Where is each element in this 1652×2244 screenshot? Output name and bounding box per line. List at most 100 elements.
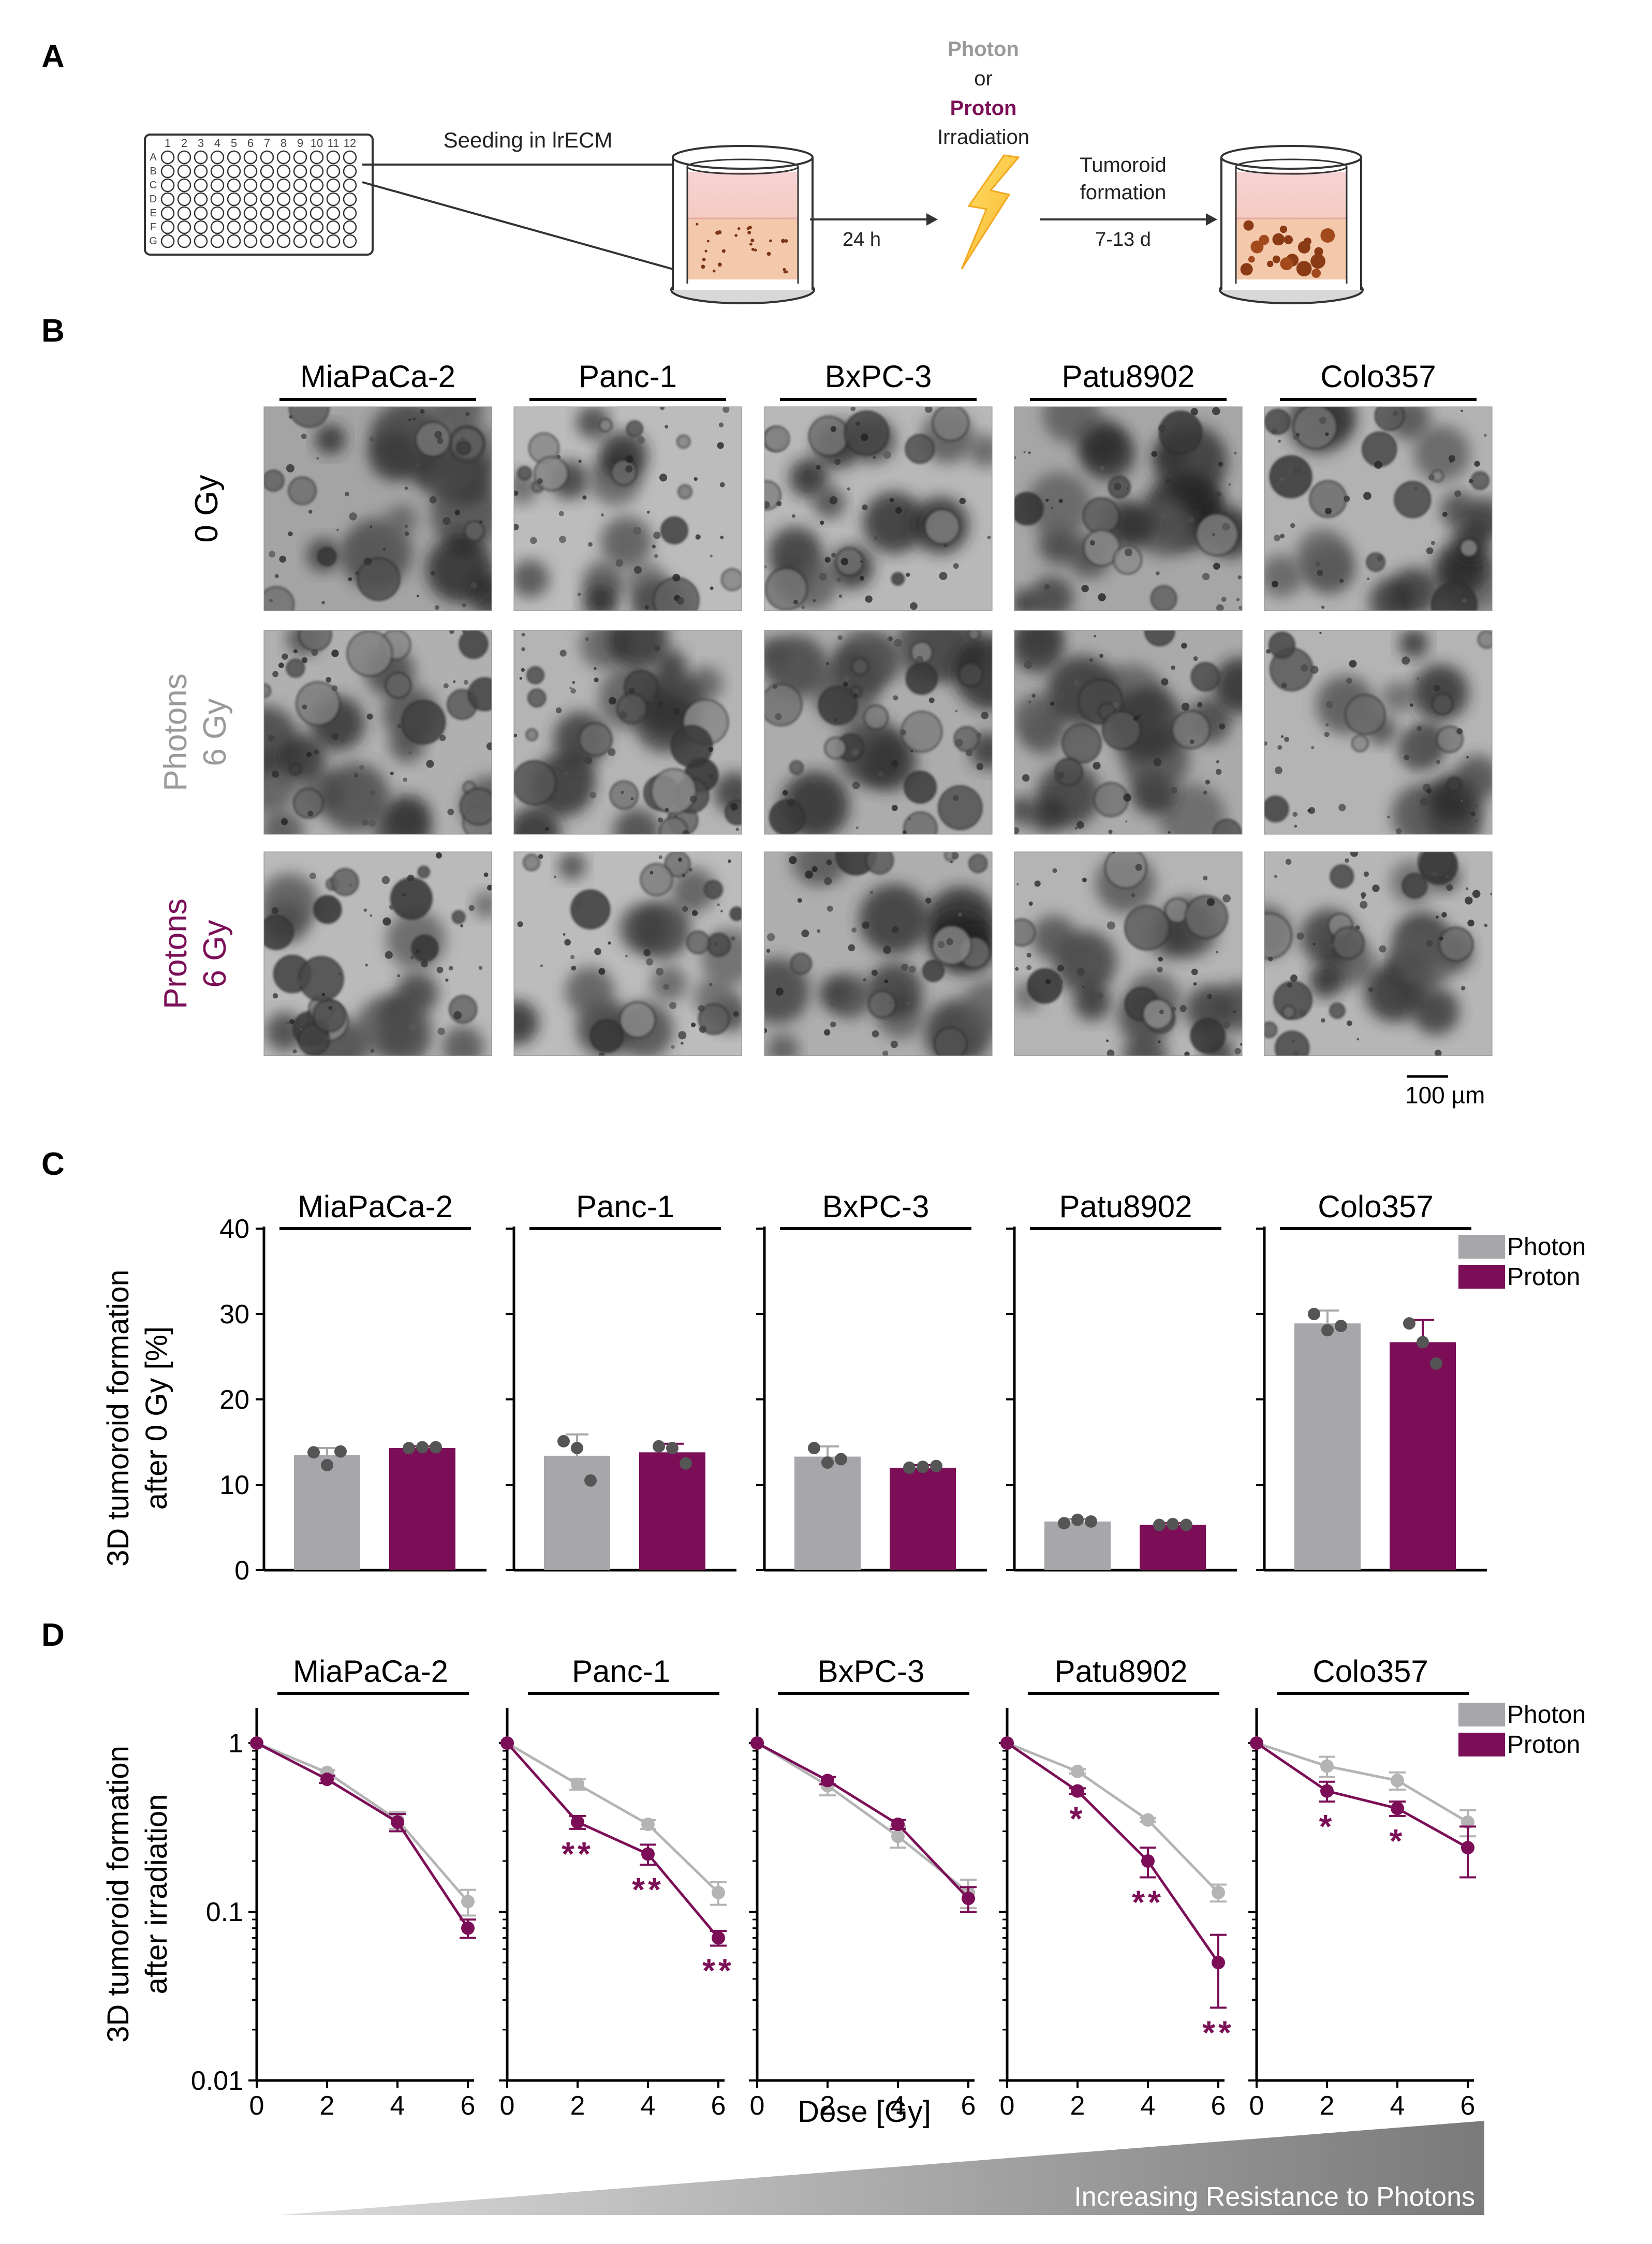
plate-well: [343, 234, 357, 248]
data-point-photon: [1320, 1759, 1334, 1773]
y-tick-label: 10: [219, 1470, 249, 1500]
cell-dot: [696, 223, 699, 226]
plate-well: [293, 206, 307, 220]
tumoroid-dot: [1284, 235, 1293, 244]
plate-well: [177, 150, 191, 165]
bar-proton: [1390, 1342, 1456, 1570]
x-tick-label: 6: [461, 2091, 476, 2121]
legend-proton-swatch: [1458, 1265, 1505, 1289]
plate-well: [243, 178, 258, 193]
cell-dot: [784, 239, 788, 243]
data-point-proton: [962, 1892, 975, 1906]
plate-well: [177, 178, 191, 193]
plate-well: [326, 234, 341, 248]
replicate-point: [917, 1460, 929, 1473]
tumoroid-dot: [1311, 269, 1321, 278]
subplot-title: MiaPaCa-2: [293, 1654, 448, 1689]
tumoroid-dot: [1272, 233, 1285, 246]
cell-dot: [751, 247, 755, 251]
time-7-13d: 7-13 d: [1095, 229, 1151, 250]
significance-marker: *: [1390, 1822, 1406, 1859]
plate-well: [160, 178, 175, 193]
lightning-bolt-icon: [961, 154, 1020, 270]
replicate-point: [307, 1446, 320, 1459]
plate-well: [227, 192, 241, 206]
plate-well: [210, 150, 225, 165]
panel-letter-d: D: [41, 1617, 65, 1653]
legend-proton-swatch: [1458, 1733, 1505, 1756]
plate-col-label: 12: [344, 137, 356, 150]
significance-marker: **: [1132, 1884, 1164, 1921]
plate-row-label: G: [149, 235, 157, 247]
plate-well: [260, 206, 274, 220]
plate-well: [293, 150, 307, 165]
data-point-proton: [712, 1931, 725, 1945]
x-tick-label: 2: [820, 2091, 835, 2121]
plate-well: [260, 178, 274, 193]
data-point-proton: [571, 1815, 584, 1829]
plate-well: [309, 234, 324, 248]
replicate-point: [653, 1440, 665, 1453]
micrograph-image: [513, 406, 742, 611]
plate-well: [260, 234, 274, 248]
cell-dot: [766, 252, 771, 256]
plate-well: [227, 164, 241, 179]
micrograph-image: [1014, 630, 1243, 835]
panel-c-bar-chart: MiaPaCa-2 0 10 20 30 40 Panc-1 BxPC-3 Patu8902 Co…: [219, 1189, 1487, 1586]
replicate-point: [416, 1441, 429, 1454]
data-point-photon: [1212, 1885, 1225, 1899]
panel-d-ylabel-line1: 3D tumoroid formation: [101, 1746, 135, 2043]
plate-well: [293, 164, 307, 179]
replicate-point: [1180, 1518, 1192, 1531]
significance-marker: **: [1202, 2014, 1234, 2051]
cell-dot: [749, 242, 753, 246]
cell-line-header: Colo357: [1320, 359, 1436, 394]
data-point-proton: [891, 1818, 905, 1832]
plate-well: [227, 206, 241, 220]
bar-photon: [1294, 1323, 1361, 1570]
tumoroid-label-1: Tumoroid: [1080, 154, 1166, 176]
panel-c-ylabel-line1: 3D tumoroid formation: [101, 1269, 135, 1567]
x-tick-label: 4: [641, 2091, 656, 2121]
cell-dot: [783, 268, 786, 271]
x-tick-label: 4: [1390, 2091, 1405, 2121]
plate-col-label: 5: [231, 137, 237, 150]
cell-dot: [734, 234, 738, 237]
time-24h: 24 h: [843, 229, 881, 250]
data-point-proton: [1391, 1802, 1404, 1815]
plate-well: [243, 234, 258, 248]
data-point-photon: [1071, 1764, 1084, 1778]
culture-dish-icon: [670, 145, 815, 304]
replicate-point: [1085, 1515, 1097, 1528]
bar-photon: [544, 1455, 610, 1570]
culture-dish-tumoroid-icon: [1219, 145, 1364, 304]
plate-well: [177, 192, 191, 206]
series-line-photon: [506, 1741, 719, 1894]
replicate-point: [808, 1442, 820, 1455]
plate-well: [227, 150, 241, 165]
replicate-point: [835, 1453, 847, 1466]
plate-well: [276, 206, 291, 220]
y-tick-label: 0: [234, 1556, 249, 1586]
plate-well: [210, 192, 225, 206]
cell-line-header: BxPC-3: [825, 359, 932, 394]
micrograph-image: [263, 630, 492, 835]
subplot-title: Patu8902: [1059, 1189, 1192, 1224]
data-point-proton: [1071, 1784, 1084, 1798]
plate-well: [194, 150, 208, 165]
tumoroid-dot: [1320, 228, 1335, 243]
tumoroid-dot: [1304, 238, 1311, 245]
tumoroid-dot: [1310, 254, 1325, 269]
cell-line-header: Patu8902: [1062, 359, 1195, 394]
data-point-photon: [461, 1895, 475, 1909]
data-point-proton: [320, 1773, 334, 1787]
micrograph-image: [513, 851, 742, 1056]
y-tick-label: 40: [219, 1214, 249, 1244]
plate-well: [194, 206, 208, 220]
panel-c-legend: Photon Proton: [1458, 1233, 1586, 1291]
replicate-point: [1058, 1517, 1070, 1530]
plate-well: [260, 220, 274, 234]
cell-dot: [747, 230, 751, 234]
